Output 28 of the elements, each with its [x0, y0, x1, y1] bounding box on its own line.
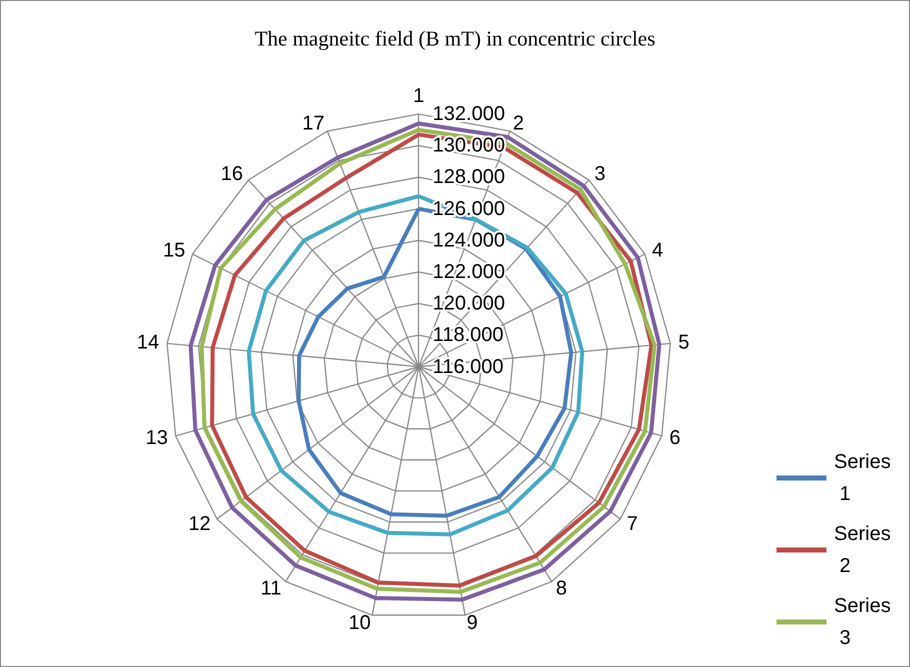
- spoke-label: 15: [163, 240, 186, 262]
- spoke-label: 13: [146, 427, 168, 450]
- y-tick-label: 120.000: [432, 292, 505, 315]
- legend-label: Series 1: [834, 451, 891, 505]
- spoke-label: 14: [136, 332, 160, 354]
- spoke-label: 8: [556, 577, 568, 600]
- spoke-label: 11: [260, 577, 282, 600]
- spoke-label: 3: [594, 163, 606, 186]
- spoke-label: 9: [466, 612, 478, 634]
- spoke-label: 10: [348, 612, 371, 634]
- spoke-label: 4: [652, 240, 664, 262]
- spoke-label: 7: [626, 512, 638, 535]
- legend-label: Series 2: [834, 523, 891, 577]
- spoke-label: 16: [220, 163, 244, 186]
- spoke-label: 1: [413, 85, 424, 108]
- y-tick-label: 132.000: [432, 103, 505, 126]
- chart-title: The magneitc field (B mT) in concentric circles: [254, 26, 656, 50]
- spoke-label: 5: [678, 332, 690, 354]
- spoke-label: 17: [302, 112, 325, 135]
- spoke-label: 12: [188, 512, 211, 535]
- spoke-label: 2: [512, 112, 524, 135]
- y-tick-label: 122.000: [432, 260, 505, 283]
- y-tick-label: 116.000: [432, 356, 504, 378]
- legend-label: Series 3: [834, 595, 891, 649]
- y-tick-label: 118.000: [432, 324, 504, 346]
- spoke-label: 6: [669, 427, 681, 450]
- y-tick-label: 124.000: [432, 229, 505, 252]
- y-tick-label: 128.000: [432, 166, 505, 188]
